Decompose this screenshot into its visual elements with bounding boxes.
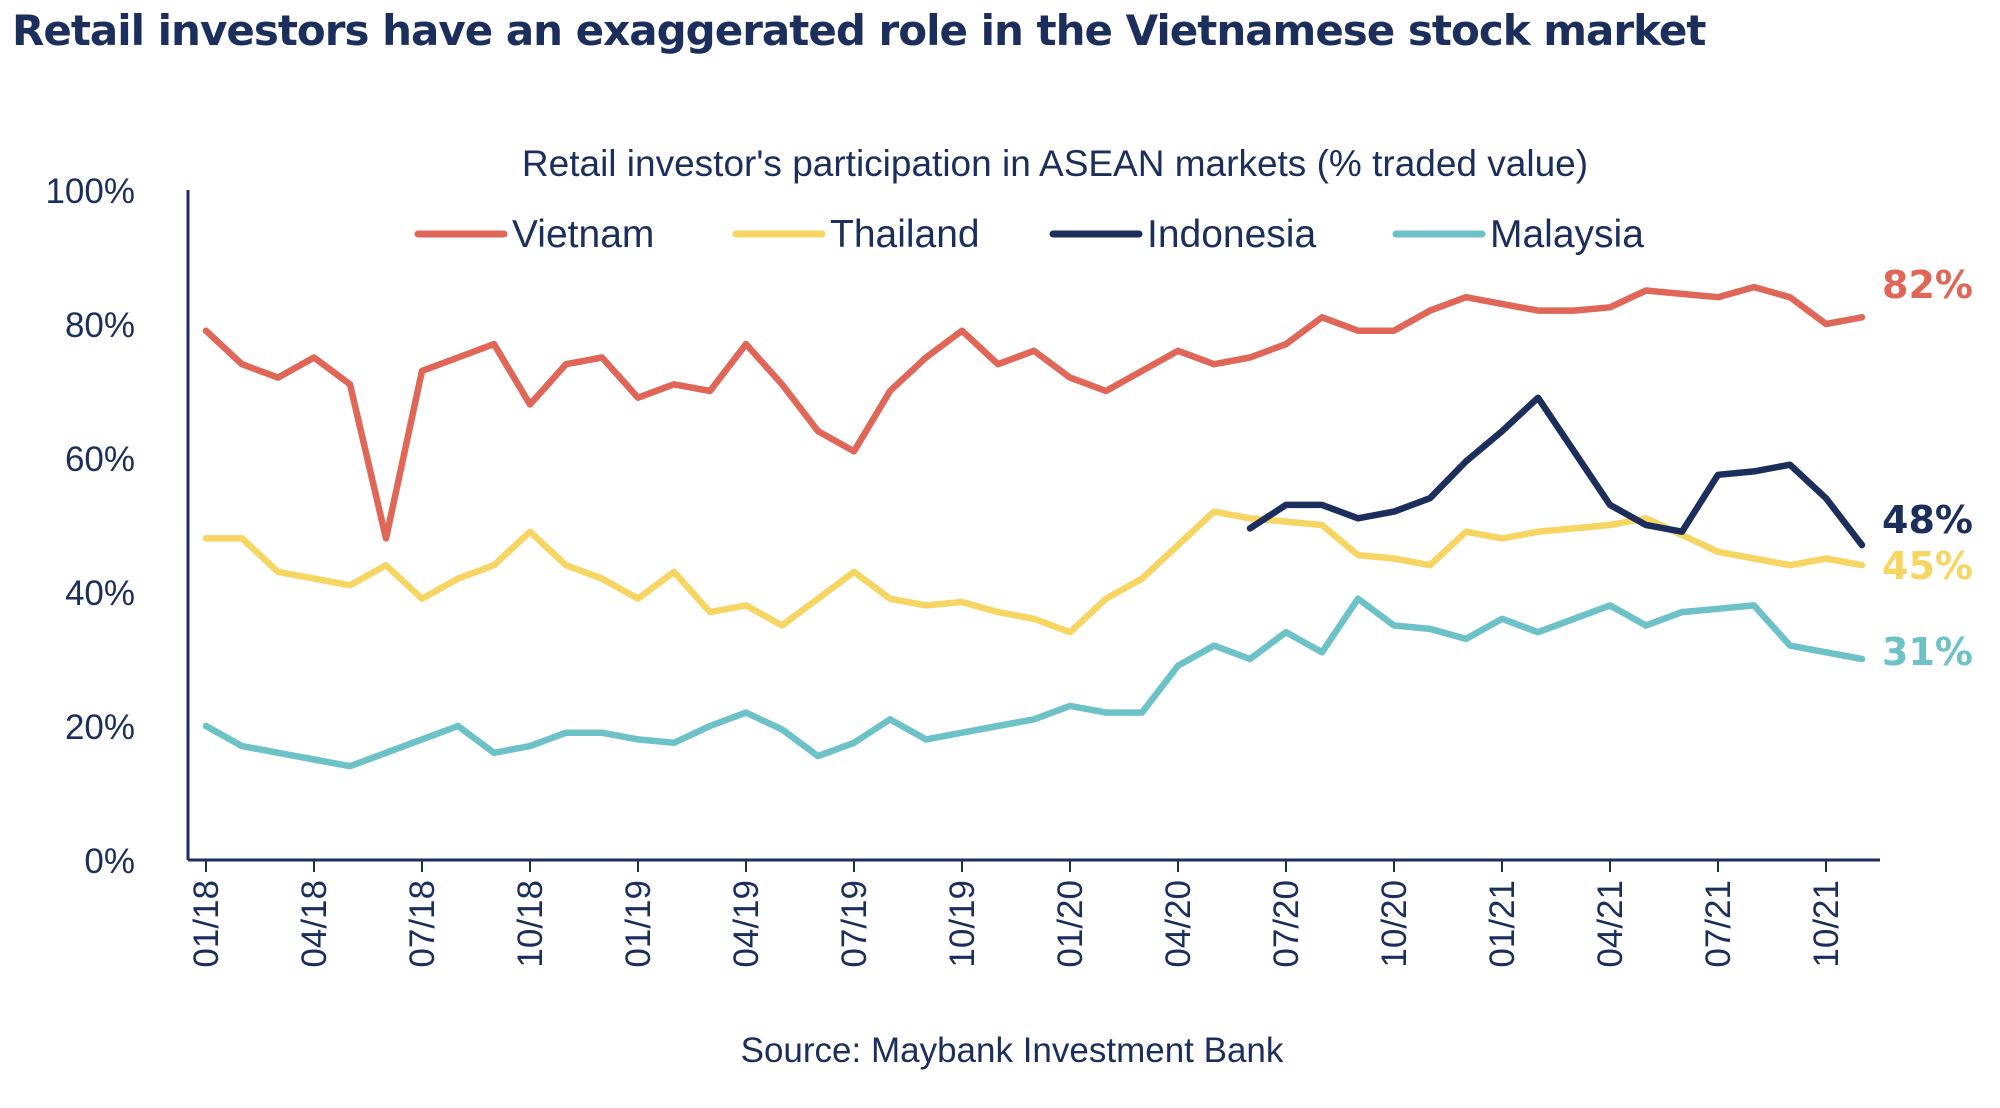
end-label-malaysia: 31% [1882, 630, 1973, 674]
series-line-vietnam [202, 283, 1866, 542]
legend-item-thailand: Thailand [732, 213, 980, 256]
x-tick-label: 10/18 [511, 880, 550, 968]
end-label-thailand: 45% [1882, 544, 1973, 588]
x-tick-label: 07/21 [1699, 880, 1738, 968]
legend-label: Indonesia [1147, 213, 1316, 256]
x-tick-label: 04/18 [295, 880, 334, 968]
x-tick-label: 07/19 [835, 880, 874, 968]
x-axis: 01/18 04/18 07/18 10/18 01/19 04/19 07/19 10/19… [187, 858, 1880, 968]
legend-item-vietnam: Vietnam [414, 213, 654, 256]
x-tick-label: 07/18 [403, 880, 442, 968]
x-tick-label: 07/20 [1267, 880, 1306, 968]
y-tick-label: 100% [45, 172, 135, 211]
legend-item-malaysia: Malaysia [1392, 213, 1644, 256]
end-label-indonesia: 48% [1882, 498, 1973, 542]
series-layer [202, 283, 1866, 770]
x-tick-label: 04/20 [1159, 880, 1198, 968]
x-tick-label: 10/19 [943, 880, 982, 968]
x-tick-label: 01/18 [187, 880, 226, 968]
series-line-indonesia [1246, 394, 1866, 549]
x-tick-label: 10/21 [1807, 880, 1846, 968]
x-tick-label: 04/21 [1591, 880, 1630, 968]
chart-subtitle: Retail investor's participation in ASEAN… [522, 143, 1588, 184]
series-line-malaysia [202, 595, 1866, 770]
x-tick-label: 04/19 [727, 880, 766, 968]
source-note: Source: Maybank Investment Bank [741, 1031, 1284, 1070]
y-tick-label: 20% [65, 708, 135, 747]
x-tick-label: 01/19 [619, 880, 658, 968]
page-title: Retail investors have an exaggerated rol… [12, 6, 1706, 55]
end-labels: 82% 45%48% 31% [1882, 263, 1973, 674]
y-tick-label: 0% [84, 842, 135, 881]
legend-label: Thailand [830, 213, 980, 256]
x-tick-label: 01/20 [1051, 880, 1090, 968]
x-tick-label: 01/21 [1483, 880, 1522, 968]
y-tick-label: 40% [65, 574, 135, 613]
series-line-thailand [202, 508, 1866, 636]
x-tick-label: 10/20 [1375, 880, 1414, 968]
y-axis: 0% 20% 40% 60% 80% 100% [45, 172, 190, 881]
chart-legend: Vietnam Thailand Indonesia Malaysia [414, 213, 1644, 256]
end-label-vietnam: 82% [1882, 263, 1973, 307]
legend-label: Malaysia [1490, 213, 1644, 256]
y-tick-label: 60% [65, 440, 135, 479]
legend-label: Vietnam [512, 213, 654, 256]
legend-item-indonesia: Indonesia [1049, 213, 1316, 256]
y-tick-label: 80% [65, 306, 135, 345]
